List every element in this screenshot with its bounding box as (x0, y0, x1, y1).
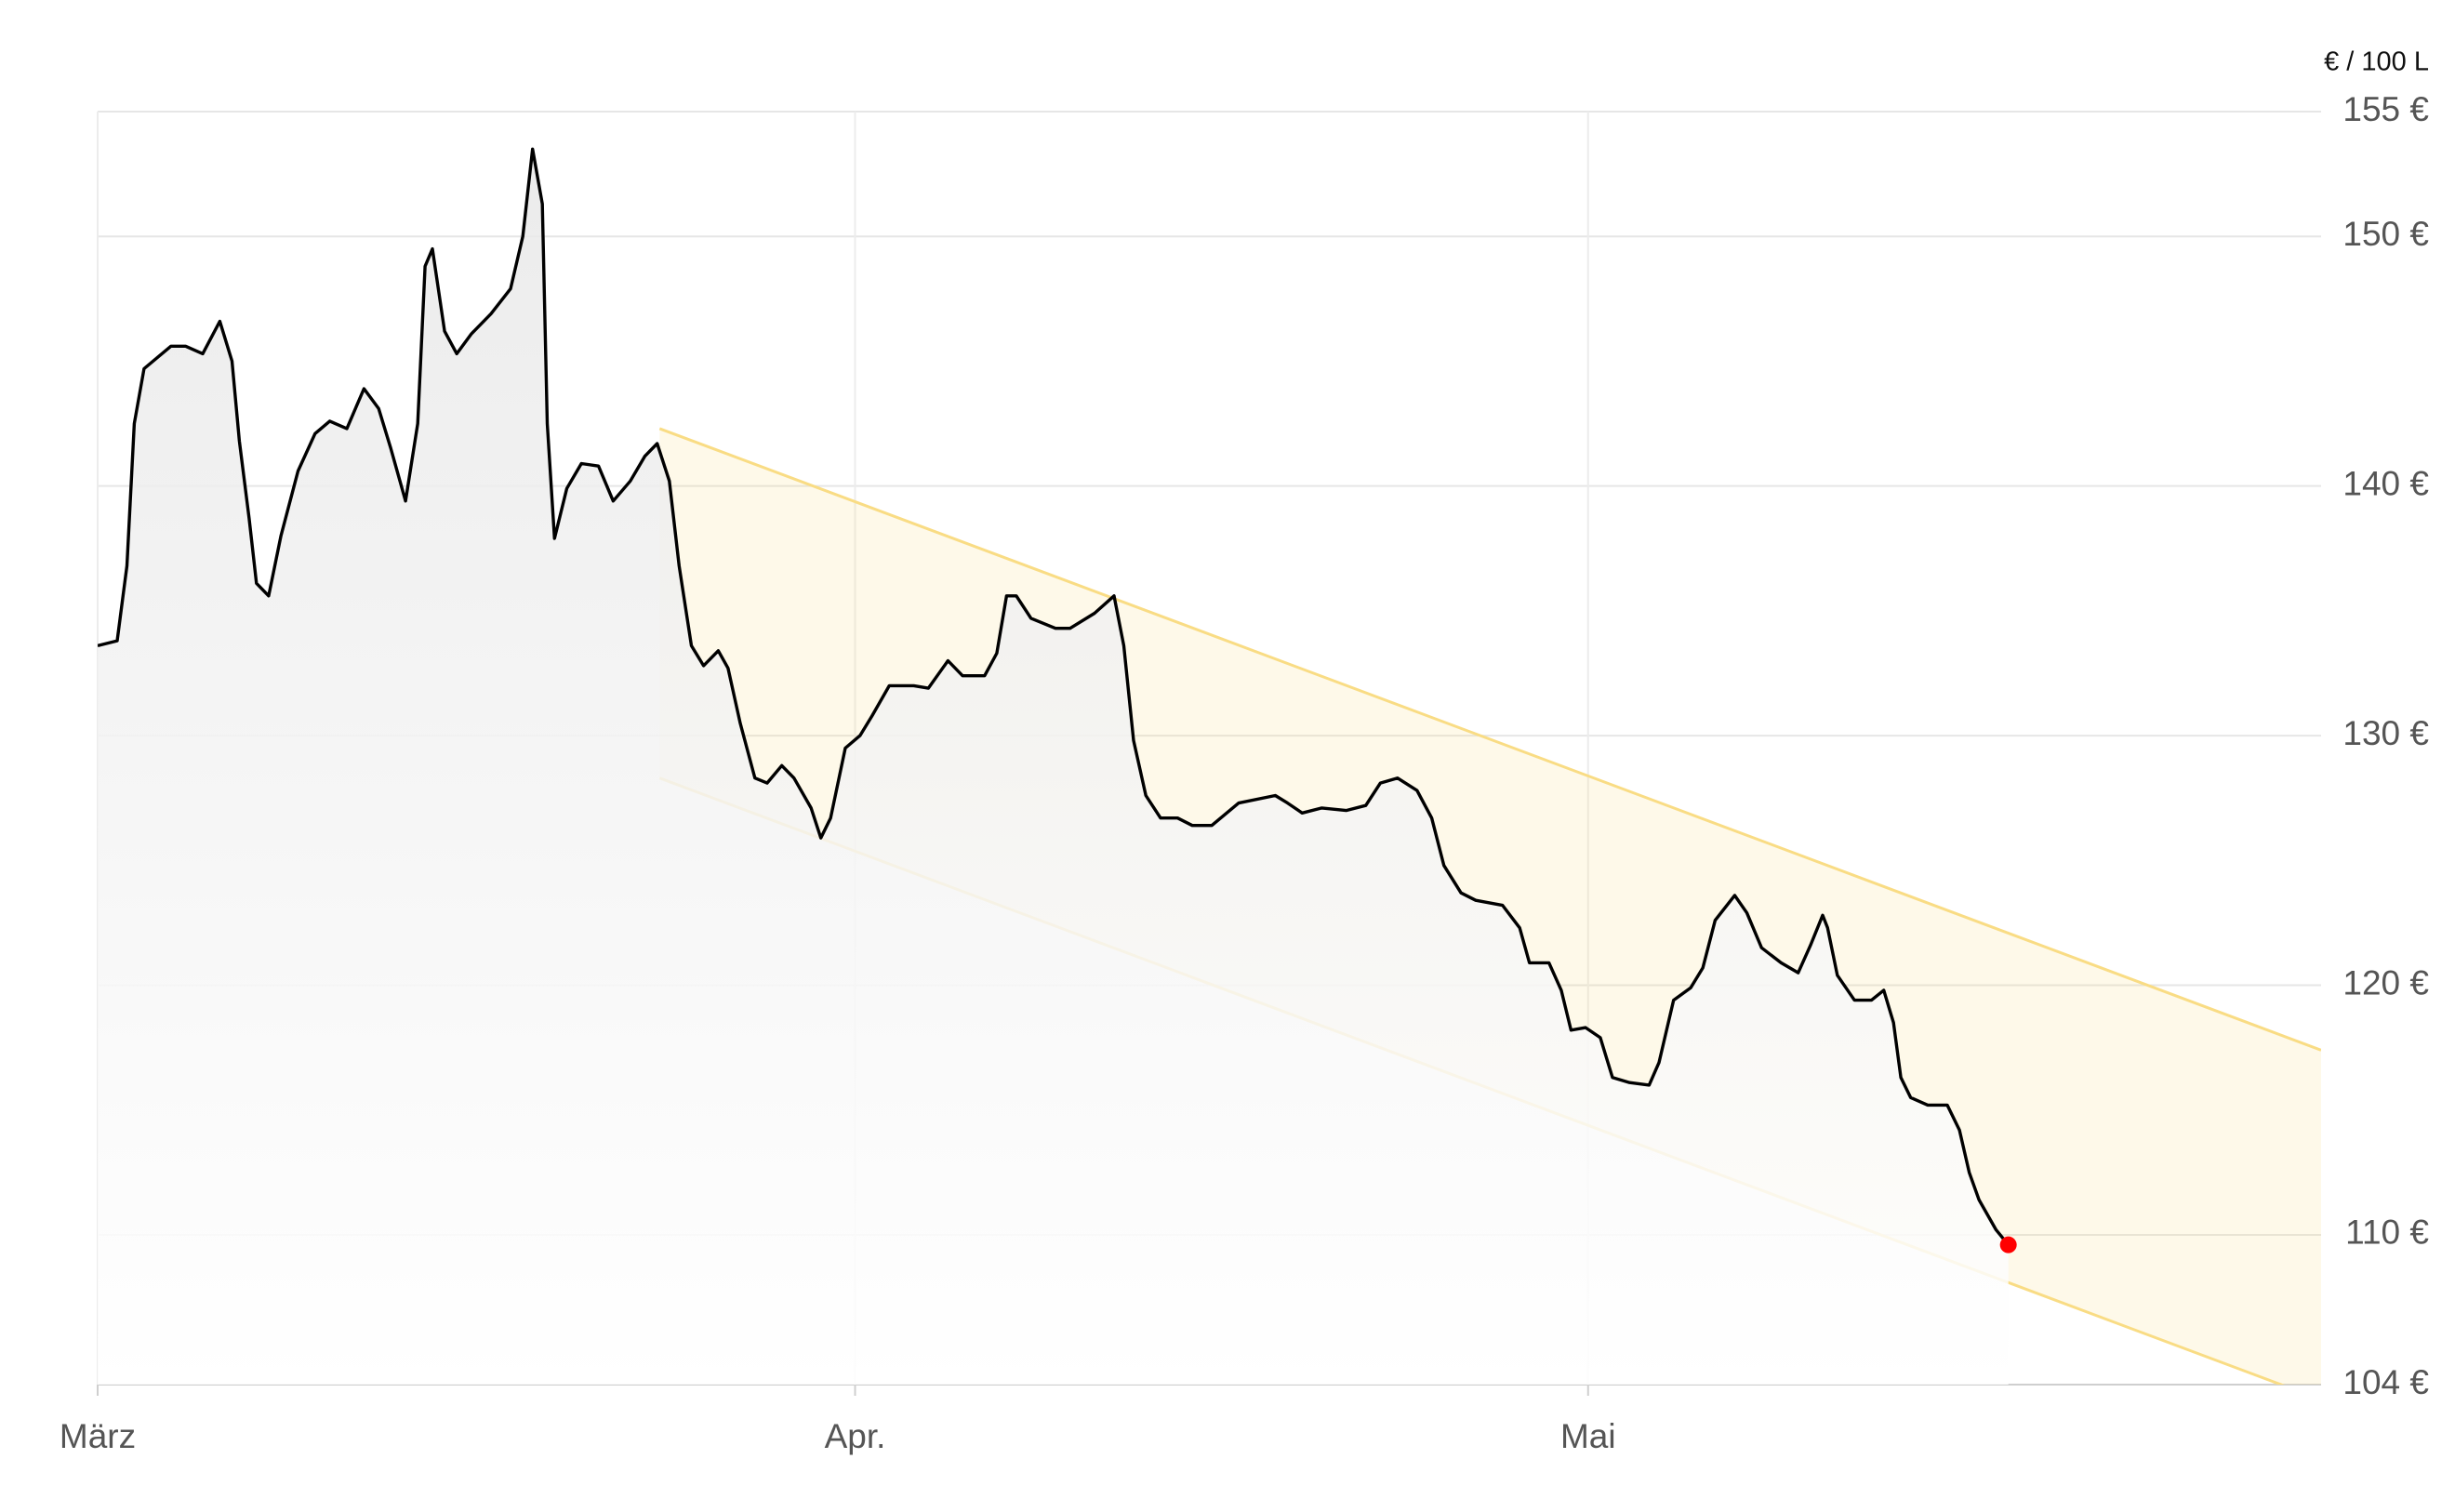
x-tick-label: Mai (1560, 1417, 1616, 1455)
last-point (1999, 1236, 2017, 1253)
x-tick-label: März (60, 1417, 136, 1455)
x-tick-label: Apr. (825, 1417, 886, 1455)
unit-label: € / 100 L (2324, 47, 2429, 77)
plot (98, 147, 2321, 1385)
price-line (98, 147, 2010, 1246)
y-tick-label: 155 € (2342, 90, 2429, 128)
area-fill (98, 149, 2009, 1385)
y-tick-label: 140 € (2342, 464, 2429, 502)
y-tick-label: 104 € (2342, 1363, 2429, 1401)
y-tick-label: 120 € (2342, 963, 2429, 1001)
y-tick-label: 130 € (2342, 714, 2429, 752)
y-tick-label: 150 € (2342, 215, 2429, 253)
channel-upper (658, 427, 2321, 1052)
y-tick-label: 110 € (2345, 1214, 2429, 1252)
